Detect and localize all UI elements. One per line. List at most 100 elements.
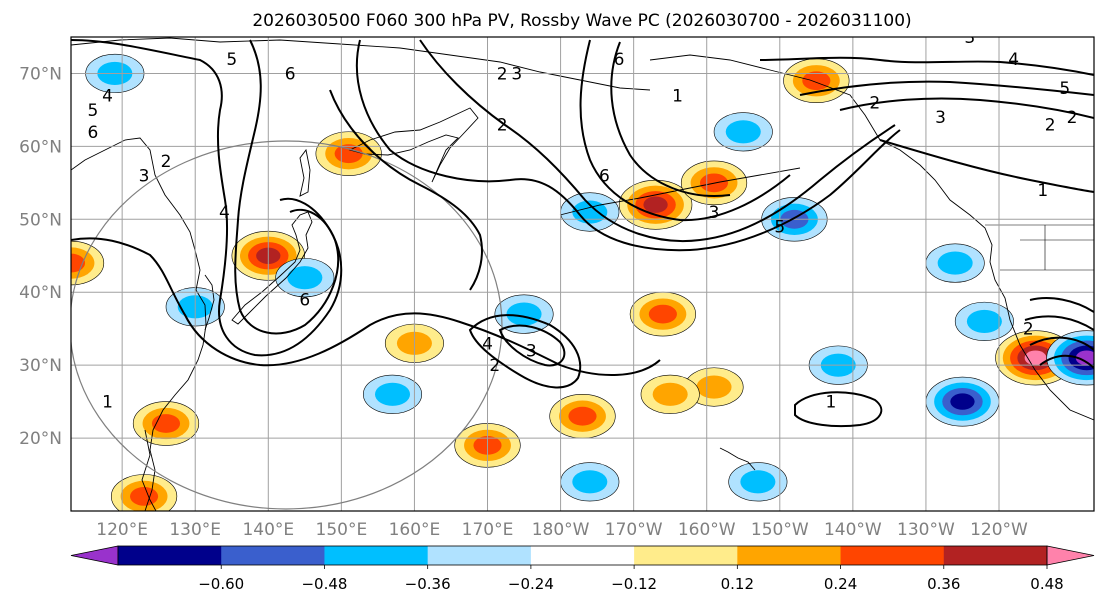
axis-tick-labels: 120°E 130°E 140°E 150°E 160°E 170°E 180°W 170°W… (19, 64, 1028, 540)
pv-contour-g (579, 39, 791, 222)
pv-contour-label-12: 6 (614, 50, 625, 70)
pv-contour-label-21: 5 (1059, 79, 1070, 99)
pv-contour-label-2: 6 (88, 123, 99, 143)
pv-contour-label-28: 4 (1008, 50, 1019, 70)
pv-contour-label-22: 1 (1037, 181, 1048, 201)
pv-contour-label-1: 5 (88, 101, 99, 121)
lon-tick-label-0: 120°E (96, 520, 148, 540)
gridlines-layer (71, 37, 1094, 511)
pv-contour-label-23: 4 (482, 334, 493, 354)
region-circle (71, 140, 503, 510)
coastline-alaska (649, 54, 1094, 421)
chart-title: 2026030500 F060 300 hPa PV, Rossby Wave … (252, 11, 911, 31)
pv-contour-label-7: 4 (219, 203, 230, 223)
pv-contour-label-26: 1 (826, 393, 837, 413)
pv-contour-label-14: 1 (672, 86, 683, 106)
lon-tick-label-1: 130°E (169, 520, 221, 540)
colorbar-tick-label-7: 0.36 (927, 575, 960, 593)
pc-negative-8-shell-1 (287, 266, 323, 290)
pv-contour-label-4: 6 (285, 64, 296, 84)
colorbar-frame (117, 545, 1048, 566)
pv-contour-label-15: 3 (709, 203, 720, 223)
pc-positive-3-shell-3 (643, 196, 668, 213)
colorbar-tick-label-2: −0.36 (405, 575, 451, 593)
pv-contour-c (71, 237, 661, 377)
pc-negative-11-shell-1 (740, 470, 776, 494)
lon-tick-label-8: 160°W (678, 520, 736, 540)
colorbar: −0.60 −0.48 −0.36 −0.24 −0.12 0.12 0.24 0.36 0.4… (70, 545, 1095, 593)
pv-contour-label-11: 2 (497, 116, 508, 136)
lon-tick-label-10: 140°W (824, 520, 882, 540)
lon-tick-label-4: 160°E (389, 520, 441, 540)
coastline-siberia-north (71, 37, 651, 91)
pc-negative-12-shell-1 (572, 470, 608, 494)
pc-negative-9-shell-1 (725, 120, 761, 144)
coastline-east-asia (71, 137, 207, 511)
lon-tick-label-5: 170°E (462, 520, 514, 540)
colorbar-tick-label-3: −0.24 (508, 575, 554, 593)
lon-tick-label-2: 140°E (242, 520, 294, 540)
lat-tick-label-3: 50°N (19, 210, 62, 230)
colorbar-extend-high (1046, 545, 1095, 566)
pv-contour-l (879, 139, 1094, 193)
lat-tick-label-2: 40°N (19, 283, 62, 303)
colorbar-segment-6 (737, 546, 842, 565)
pv-contour-label-27: 1 (102, 393, 113, 413)
pc-positive-11-shell-1 (696, 375, 732, 399)
pc-positive-5-shell-2 (802, 71, 831, 91)
pv-contour-label-6: 2 (161, 152, 172, 172)
map-frame (70, 36, 1095, 512)
lon-tick-label-9: 150°W (751, 520, 809, 540)
pv-contour-label-5: 3 (139, 167, 150, 187)
pv-contour-label-0: 4 (102, 86, 113, 106)
pv-contour-label-19: 2 (1045, 116, 1056, 136)
colorbar-tick-label-1: −0.48 (301, 575, 347, 593)
coastline-korea (204, 274, 215, 331)
pc-positive-12-shell-1 (652, 382, 688, 406)
pc-positive-1-shell-2 (71, 253, 86, 273)
coastline-hawaii (719, 447, 756, 471)
colorbar-tick-label-5: 0.12 (721, 575, 754, 593)
lon-tick-label-12: 120°W (970, 520, 1028, 540)
coastline-philippines (141, 429, 157, 511)
pv-contour-m (468, 314, 582, 389)
colorbar-segment-4 (530, 546, 635, 565)
pc-negative-5-shell-1 (966, 309, 1002, 333)
pv-contour-k (839, 97, 1094, 119)
pv-contour-label-18: 3 (935, 108, 946, 128)
pc-negative-6-shell-1 (937, 251, 973, 275)
coastline-kamchatka (348, 107, 479, 183)
pv-contours-layer (71, 39, 1094, 428)
pv-contour-p (1024, 297, 1094, 369)
pv-contour-label-25: 2 (489, 356, 500, 376)
pc-positive-6-shell-2 (648, 304, 677, 324)
pv-contour-label-29: 3 (964, 28, 975, 48)
pv-contour-o (794, 391, 883, 428)
pc-negative-4-shell-1 (374, 382, 411, 406)
pv-contour-label-10: 3 (511, 64, 522, 84)
pv-contour-label-13: 6 (599, 167, 610, 187)
coastline-sakhalin (299, 148, 311, 197)
pv-contour-d (329, 89, 483, 291)
lat-tick-label-4: 60°N (19, 137, 62, 157)
lat-tick-label-1: 30°N (19, 356, 62, 376)
pv-contour-i (759, 56, 1094, 76)
lat-tick-label-5: 70°N (19, 64, 62, 84)
pv-contour-label-24: 3 (526, 342, 537, 362)
pv-contour-label-30: 2 (1023, 320, 1034, 340)
colorbar-segment-3 (427, 546, 532, 565)
pc-negative-1-shell-4 (1075, 350, 1094, 366)
colorbar-segment-8 (943, 546, 1048, 565)
colorbar-segment-7 (840, 546, 945, 565)
border-us-canada (985, 224, 1094, 271)
pv-contour-label-3: 5 (226, 50, 237, 70)
colorbar-tick-label-4: −0.12 (611, 575, 657, 593)
pc-negative-2-shell-3 (950, 393, 975, 410)
pv-contour-b (234, 39, 340, 335)
pc-positive-14-shell-2 (130, 487, 159, 506)
pc-negative-7-shell-1 (506, 302, 542, 326)
pv-contour-label-8: 6 (299, 291, 310, 311)
lon-tick-label-11: 130°W (897, 520, 955, 540)
